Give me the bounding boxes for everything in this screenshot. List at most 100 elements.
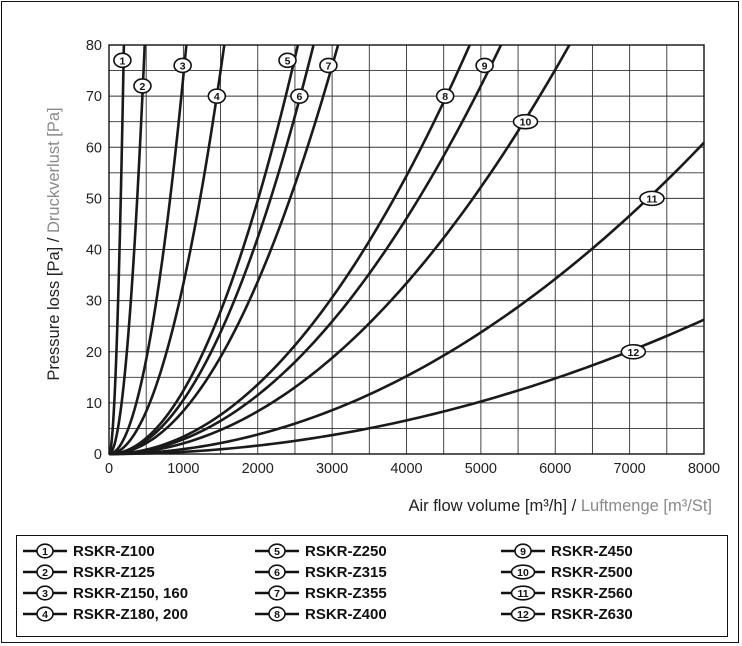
y-tick-label: 30	[86, 294, 102, 310]
curve-marker-1: 1	[113, 52, 132, 69]
curve-rskr-z630	[108, 318, 705, 456]
x-tick-label: 2000	[242, 461, 274, 477]
curve-marker-badge	[639, 190, 665, 207]
legend-line-marker-icon: 9	[501, 543, 545, 559]
curve-rskr-z100	[107, 44, 126, 456]
curve-marker-badge	[278, 52, 297, 69]
y-tick-label: 40	[86, 243, 102, 259]
curve-rskr-z355	[108, 44, 340, 456]
legend-item: 6 RSKR-Z315	[255, 563, 387, 581]
curve-rskr-z150-160	[108, 44, 188, 456]
legend-label: RSKR-Z500	[551, 563, 633, 581]
x-tick-label: 8000	[688, 461, 720, 477]
curve-marker-11: 11	[639, 190, 665, 207]
legend-number: 8	[274, 609, 280, 621]
curve-marker-badge	[290, 88, 309, 104]
y-tick-label: 10	[86, 396, 102, 412]
curve-marker-5: 5	[278, 52, 297, 69]
legend-item: 5 RSKR-Z250	[255, 542, 387, 560]
curve-rskr-z560	[108, 141, 705, 456]
curve-marker-2: 2	[133, 78, 152, 94]
legend-item: 4 RSKR-Z180, 200	[23, 605, 188, 623]
y-tick-label: 20	[86, 345, 102, 361]
curve-marker-number: 5	[285, 55, 291, 67]
legend-line-marker-icon: 3	[23, 585, 67, 601]
x-tick-label: 7000	[613, 461, 645, 477]
curve-marker-number: 3	[180, 60, 186, 72]
legend-line-marker-icon: 1	[23, 543, 67, 559]
y-axis-title-main: Pressure loss [Pa] /	[45, 237, 63, 380]
plot-border	[108, 44, 705, 455]
legend-item: 1 RSKR-Z100	[23, 542, 155, 560]
legend-label: RSKR-Z400	[305, 605, 387, 623]
legend-line-marker-icon: 12	[501, 606, 545, 622]
curve-rskr-z400	[108, 44, 471, 456]
y-tick-label: 60	[86, 140, 102, 156]
legend-label: RSKR-Z560	[551, 584, 633, 602]
curve-marker-badge	[512, 113, 539, 130]
legend-label: RSKR-Z125	[73, 563, 155, 581]
legend-number: 12	[517, 609, 529, 621]
curve-marker-number: 9	[482, 60, 488, 72]
curve-rskr-z500	[108, 44, 571, 456]
legend-number: 10	[517, 567, 529, 579]
legend-line-marker-icon: 6	[255, 564, 299, 580]
legend-number: 5	[274, 546, 280, 558]
y-axis-title-secondary: Druckverlust [Pa]	[45, 107, 63, 237]
legend-line-marker-icon: 8	[255, 606, 299, 622]
curve-marker-number: 1	[119, 55, 125, 67]
legend-number: 6	[274, 567, 280, 579]
legend-number: 9	[520, 546, 526, 558]
tick-labels: 0 1000 2000 3000 4000 5000 6000 7000 8000 0 10 20 30…	[86, 38, 720, 477]
curve-rskr-z315	[108, 44, 315, 456]
curve-rskr-z250	[108, 44, 300, 456]
x-tick-label: 1000	[167, 461, 199, 477]
curve-marker-8: 8	[435, 88, 455, 104]
legend-number: 1	[42, 546, 48, 558]
curve-marker-number: 2	[140, 81, 146, 93]
legend-label: RSKR-Z355	[305, 584, 387, 602]
curve-marker-number: 12	[628, 347, 640, 359]
curve-marker-number: 6	[296, 91, 302, 103]
curve-marker-12: 12	[620, 343, 647, 360]
curve-marker-badge	[173, 57, 192, 74]
legend-line-marker-icon: 10	[501, 564, 545, 580]
x-tick-label: 3000	[316, 461, 348, 477]
curve-marker-badge	[207, 88, 227, 104]
legend-label: RSKR-Z630	[551, 605, 633, 623]
y-tick-label: 80	[86, 38, 102, 54]
curve-rskr-z450	[108, 44, 503, 456]
legend-item: 3 RSKR-Z150, 160	[23, 584, 188, 602]
curve-marker-4: 4	[207, 88, 227, 104]
x-axis-title: Air flow volume [m³/h] / Luftmenge [m³/S…	[408, 497, 712, 515]
curve-marker-3: 3	[173, 57, 192, 74]
x-tick-label: 6000	[539, 461, 571, 477]
curve-marker-9: 9	[475, 57, 494, 74]
legend-line-marker-icon: 7	[255, 585, 299, 601]
y-tick-label: 0	[94, 447, 102, 463]
legend-line-marker-icon: 4	[23, 606, 67, 622]
curve-marker-badge	[475, 57, 494, 74]
legend-label: RSKR-Z180, 200	[73, 605, 189, 623]
curves	[107, 44, 705, 456]
curve-marker-number: 4	[214, 91, 220, 103]
curve-marker-badge	[620, 343, 647, 360]
y-tick-label: 70	[86, 89, 102, 105]
curve-marker-badge	[133, 78, 152, 94]
legend-item: 11 RSKR-Z560	[501, 584, 633, 602]
legend-label: RSKR-Z100	[73, 542, 155, 560]
legend-label: RSKR-Z250	[305, 542, 387, 560]
curve-marker-number: 11	[646, 193, 657, 205]
curve-marker-6: 6	[290, 88, 309, 104]
curve-marker-number: 7	[325, 60, 331, 72]
legend-number: 2	[42, 567, 48, 579]
legend-item: 9 RSKR-Z450	[501, 542, 633, 560]
curve-marker-number: 10	[520, 117, 532, 129]
legend-item: 2 RSKR-Z125	[23, 563, 155, 581]
curve-marker-10: 10	[512, 113, 539, 130]
legend-item: 12 RSKR-Z630	[501, 605, 633, 623]
curve-rskr-z125	[108, 44, 146, 456]
curve-rskr-z180-200	[108, 44, 226, 456]
